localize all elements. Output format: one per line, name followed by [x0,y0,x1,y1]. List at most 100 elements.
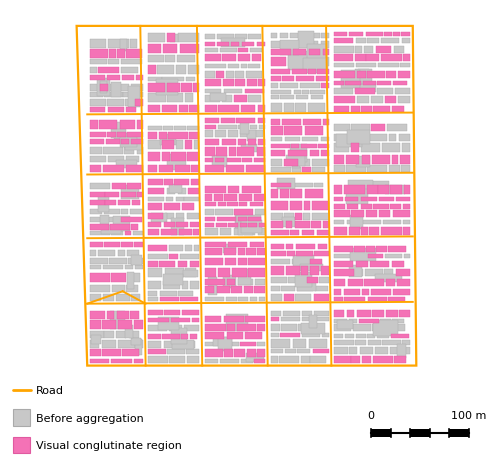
Bar [322,333,328,337]
Bar [165,269,184,278]
Bar [250,203,264,207]
Bar [214,195,223,202]
Bar [103,294,114,301]
Bar [334,347,348,354]
Bar [258,80,265,86]
Bar [280,84,298,89]
Bar [349,347,358,354]
Bar [180,255,200,259]
Bar [174,179,189,186]
Bar [205,223,214,228]
Bar [148,106,160,112]
Bar [347,131,370,145]
Bar [205,187,226,193]
Bar [238,49,248,53]
Text: Visual conglutinate region: Visual conglutinate region [36,440,182,450]
Bar [404,56,410,62]
Bar [386,72,396,78]
Bar [216,148,227,157]
Bar [358,254,366,259]
Bar [392,211,410,218]
Bar [302,317,314,321]
Bar [296,77,314,82]
Bar [117,50,124,59]
Bar [334,227,347,236]
Bar [235,213,246,228]
Bar [270,77,281,82]
Bar [370,227,380,236]
Bar [284,127,302,136]
Bar [193,84,200,93]
Bar [164,223,174,227]
Bar [368,39,379,44]
Bar [403,227,410,236]
Bar [100,82,107,94]
Bar [190,106,200,112]
Bar [191,179,200,186]
Bar [358,69,370,84]
Bar [334,82,344,86]
Bar [404,185,410,195]
Bar [121,67,138,74]
Bar [281,317,300,321]
Bar [283,312,300,316]
Bar [301,323,326,335]
Bar [111,232,123,236]
Bar [90,209,102,214]
Bar [280,34,287,39]
Bar [396,269,410,276]
Bar [125,232,132,236]
Bar [130,312,140,319]
Bar [304,202,310,211]
Bar [116,312,129,319]
Bar [240,121,249,134]
Bar [377,89,394,95]
Bar [386,125,407,132]
Bar [172,319,190,323]
Bar [450,429,469,437]
Bar [182,281,188,290]
Bar [110,84,129,92]
Bar [386,96,396,104]
Bar [381,227,402,236]
Bar [221,39,245,48]
Bar [286,222,292,228]
Bar [373,356,393,363]
Bar [245,333,262,340]
Bar [355,83,376,93]
Bar [180,297,198,301]
Bar [255,209,265,216]
Bar [102,350,121,356]
Bar [368,341,381,345]
Bar [148,223,161,227]
Bar [364,47,374,54]
Bar [98,67,119,74]
Bar [160,291,177,296]
Bar [136,76,143,81]
Bar [90,93,104,97]
Bar [270,70,290,74]
Bar [322,150,328,157]
Bar [242,159,252,163]
Bar [348,265,362,278]
Bar [314,294,328,301]
Bar [286,156,304,167]
Bar [148,34,165,43]
Bar [356,69,372,85]
Bar [378,185,388,195]
Bar [334,198,343,202]
Bar [270,190,278,198]
Bar [290,190,302,198]
Bar [134,320,143,329]
Bar [108,100,124,106]
Bar [164,179,173,186]
Bar [280,41,299,56]
Text: 0: 0 [368,410,374,420]
Bar [90,193,104,197]
Bar [362,356,370,363]
Bar [124,147,134,155]
Bar [380,56,402,62]
Bar [321,42,328,49]
Bar [399,134,410,141]
Bar [186,350,200,354]
